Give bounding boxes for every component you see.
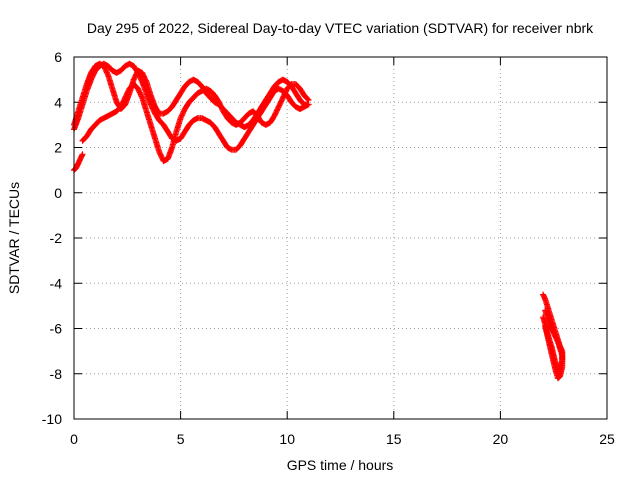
x-tick-label: 0 [70,431,78,447]
y-tick-label: -6 [50,321,63,337]
y-tick-label: -2 [50,230,63,246]
x-tick-label: 10 [279,431,295,447]
data-point [304,96,311,103]
tick-labels: 0 5 10 15 20 25 -10 -8 -6 -4 -2 0 2 4 6 [42,49,615,447]
grid-lines [74,57,607,419]
chart-title: Day 295 of 2022, Sidereal Day-to-day VTE… [87,20,594,36]
y-tick-label: 2 [54,140,62,156]
data-points [71,60,566,382]
y-tick-label: 6 [54,49,62,65]
y-axis-label: SDTVAR / TECUs [6,182,22,294]
x-axis-label: GPS time / hours [287,457,394,473]
data-point [542,323,549,330]
data-point [79,151,86,158]
data-point [305,96,312,103]
y-tick-label: -10 [42,411,62,427]
x-tick-label: 5 [177,431,185,447]
y-tick-label: -8 [50,366,63,382]
y-tick-label: 4 [54,94,62,110]
plot-frame [73,56,608,420]
y-tick-label: 0 [54,185,62,201]
data-point [104,70,111,77]
x-tick-label: 20 [493,431,509,447]
x-tick-label: 15 [386,431,402,447]
x-tick-label: 25 [599,431,615,447]
data-point [138,93,145,100]
y-tick-label: -4 [50,275,63,291]
